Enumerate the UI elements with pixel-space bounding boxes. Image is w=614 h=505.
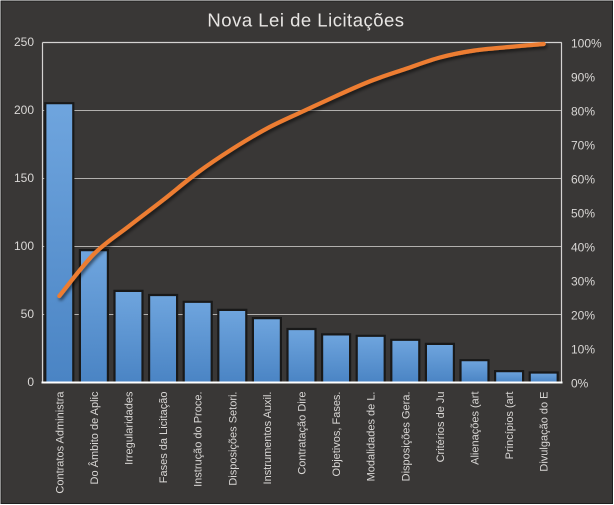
svg-text:Instrução do Proce.: Instrução do Proce.: [193, 392, 205, 487]
svg-text:0: 0: [27, 375, 34, 389]
svg-text:Fases da Licitação: Fases da Licitação: [158, 392, 170, 484]
svg-text:Divulgação do E: Divulgação do E: [539, 392, 551, 472]
svg-text:Instrumentos Auxil.: Instrumentos Auxil.: [262, 392, 274, 485]
svg-text:Disposições Gera.: Disposições Gera.: [400, 392, 412, 482]
svg-text:200: 200: [14, 103, 34, 117]
svg-text:0%: 0%: [571, 377, 589, 391]
svg-text:70%: 70%: [571, 139, 595, 153]
svg-text:10%: 10%: [571, 343, 595, 357]
svg-text:Disposições Setori.: Disposições Setori.: [227, 392, 239, 486]
svg-text:40%: 40%: [571, 241, 595, 255]
svg-text:Irregularidades: Irregularidades: [124, 391, 136, 465]
svg-text:150: 150: [14, 171, 34, 185]
svg-text:80%: 80%: [571, 105, 595, 119]
svg-text:50%: 50%: [571, 207, 595, 221]
svg-text:60%: 60%: [571, 173, 595, 187]
svg-text:250: 250: [14, 35, 34, 49]
svg-text:90%: 90%: [571, 71, 595, 85]
svg-text:50: 50: [21, 307, 35, 321]
svg-text:Alienações (art: Alienações (art: [470, 392, 482, 465]
svg-text:20%: 20%: [571, 309, 595, 323]
svg-text:Contratos Administra: Contratos Administra: [54, 391, 66, 494]
svg-text:Nova Lei de Licitações: Nova Lei de Licitações: [207, 10, 404, 31]
svg-text:Objetivos, Fases.: Objetivos, Fases.: [331, 392, 343, 477]
svg-text:Critérios de Ju: Critérios de Ju: [435, 392, 447, 463]
svg-text:Modalidades de L.: Modalidades de L.: [366, 392, 378, 482]
svg-text:30%: 30%: [571, 275, 595, 289]
svg-text:Do Âmbito de Aplic: Do Âmbito de Aplic: [88, 391, 101, 484]
svg-text:Contratação Dire: Contratação Dire: [297, 392, 309, 475]
svg-text:100: 100: [14, 239, 34, 253]
svg-text:100%: 100%: [571, 37, 602, 51]
svg-text:Princípios (art: Princípios (art: [504, 392, 516, 460]
